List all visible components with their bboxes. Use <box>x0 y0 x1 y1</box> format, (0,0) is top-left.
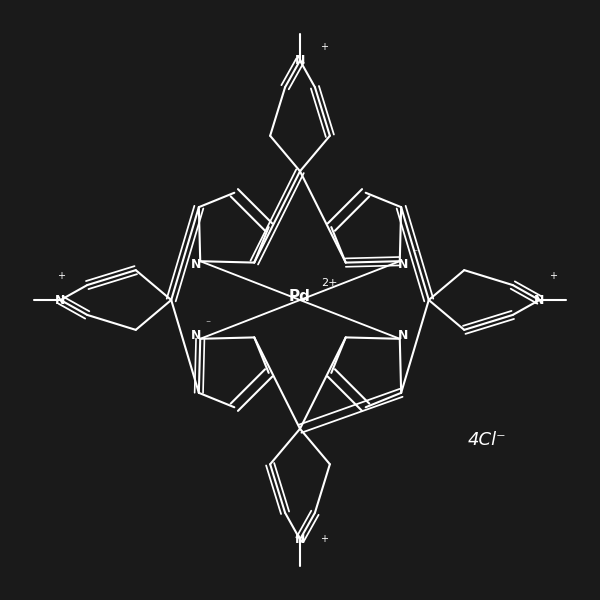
Text: +: + <box>320 533 328 544</box>
Text: N: N <box>534 293 545 307</box>
Text: +: + <box>58 271 65 281</box>
Text: 4Cl⁻: 4Cl⁻ <box>467 431 506 449</box>
Text: ⁻: ⁻ <box>412 249 417 259</box>
Text: N: N <box>295 533 305 546</box>
Text: N: N <box>295 54 305 67</box>
Text: N: N <box>398 329 409 341</box>
Text: N: N <box>398 259 409 271</box>
Text: 2+: 2+ <box>322 278 338 288</box>
Text: Pd: Pd <box>289 289 311 304</box>
Text: ⁻: ⁻ <box>205 319 210 329</box>
Text: N: N <box>191 259 202 271</box>
Text: N: N <box>55 293 66 307</box>
Text: +: + <box>320 41 328 52</box>
Text: +: + <box>550 271 557 281</box>
Text: N: N <box>191 329 202 341</box>
